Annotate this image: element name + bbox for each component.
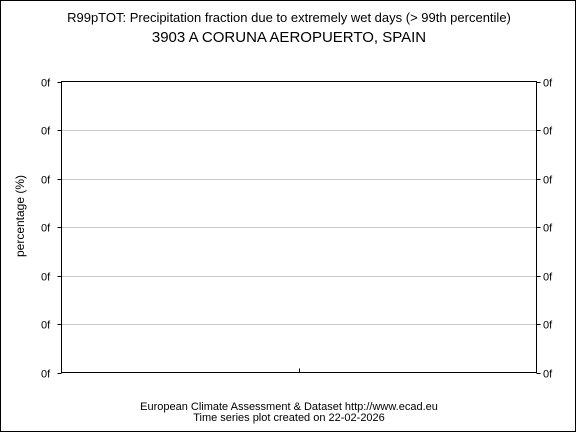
y-tick-label-right: 0f: [543, 272, 553, 284]
y-tick-label-left: 0f: [41, 369, 51, 381]
y-tick-label-right: 0f: [543, 320, 553, 332]
y-tick-label-left: 0f: [41, 175, 51, 187]
chart-subtitle: 3903 A CORUNA AEROPUERTO, SPAIN: [152, 29, 426, 46]
tick-labels: 0f 0f 0f 0f 0f 0f 0f 0f 0f 0f 0f 0f 0f 0f: [41, 78, 553, 381]
axis-ticks: [57, 82, 541, 374]
y-tick-label-left: 0f: [41, 223, 51, 235]
y-tick-label-right: 0f: [543, 369, 553, 381]
y-tick-label-left: 0f: [41, 78, 51, 90]
chart-title: R99pTOT: Precipitation fraction due to e…: [67, 10, 511, 25]
y-tick-label-right: 0f: [543, 126, 553, 138]
y-tick-label-left: 0f: [41, 272, 51, 284]
y-tick-label-right: 0f: [543, 78, 553, 90]
footer-created: Time series plot created on 22-02-2026: [193, 412, 385, 424]
y-tick-label-left: 0f: [41, 126, 51, 138]
y-axis-label: percentage (%): [13, 175, 27, 257]
y-tick-label-right: 0f: [543, 175, 553, 187]
grid-lines: [61, 130, 537, 325]
y-tick-label-left: 0f: [41, 320, 51, 332]
plot-area: [61, 81, 537, 373]
footer-source: European Climate Assessment & Dataset ht…: [140, 401, 438, 413]
y-tick-label-right: 0f: [543, 223, 553, 235]
